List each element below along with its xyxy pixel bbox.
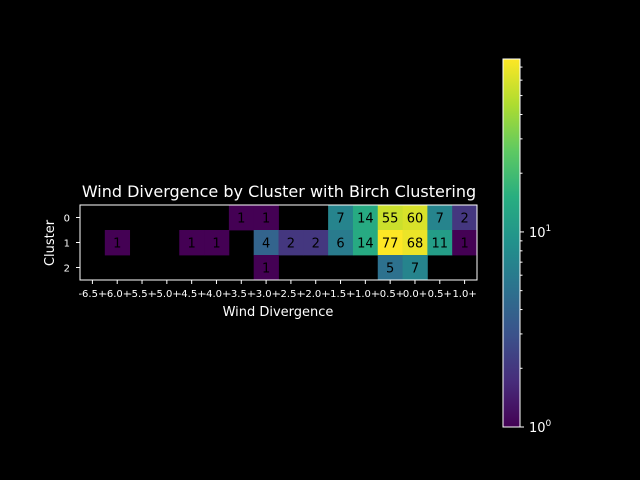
heatmap-cell — [204, 230, 230, 256]
cell-value-label: 68 — [407, 237, 424, 252]
cell-value-label: 2 — [312, 237, 320, 252]
x-axis-label: Wind Divergence — [223, 305, 334, 320]
heatmap-cell — [179, 230, 205, 256]
heatmap-cell — [452, 230, 478, 256]
x-tick-label: -4.0+ — [203, 289, 231, 300]
x-tick-label: -1.0+ — [351, 289, 379, 300]
cell-value-label: 60 — [407, 212, 424, 227]
heatmap-cell — [427, 230, 453, 256]
heatmap-cell — [402, 255, 428, 281]
cell-value-label: 7 — [436, 212, 444, 227]
heatmap-cell — [452, 205, 478, 231]
colorbar-ticks: 100 101 — [520, 66, 552, 436]
cell-value-label: 4 — [262, 237, 270, 252]
heatmap-cell — [328, 205, 354, 231]
y-axis-label: Cluster — [43, 219, 58, 266]
chart-title: Wind Divergence by Cluster with Birch Cl… — [82, 182, 476, 201]
x-tick-label: -4.5+ — [178, 289, 206, 300]
cell-value-label: 11 — [432, 237, 449, 252]
heatmap-cell — [278, 230, 304, 256]
heatmap-cell — [352, 205, 379, 231]
cell-value-label: 14 — [357, 212, 374, 227]
cell-value-label: 55 — [382, 212, 399, 227]
x-axis-ticks: -6.5+-6.0+-5.5+-5.0+-4.5+-4.0+-3.5+-3.0+… — [78, 280, 477, 300]
cell-value-label: 1 — [237, 212, 245, 227]
x-tick-label: 0.0+ — [403, 289, 427, 300]
x-tick-label: 1.0+ — [452, 289, 476, 300]
heatmap-cell — [253, 255, 279, 281]
x-tick-label: -0.5+ — [376, 289, 404, 300]
heatmap-cell — [303, 230, 329, 256]
y-tick-label: 0 — [64, 214, 70, 225]
x-tick-label: -2.0+ — [302, 289, 330, 300]
cell-value-label: 6 — [336, 237, 344, 252]
heatmap-cell — [328, 230, 354, 256]
colorbar-tick-label: 101 — [529, 224, 551, 241]
heatmap-cell — [377, 205, 403, 231]
x-tick-label: -3.0+ — [252, 289, 280, 300]
heatmap-cell — [402, 205, 428, 231]
cell-value-label: 1 — [212, 237, 220, 252]
cell-value-label: 1 — [262, 212, 270, 227]
x-tick-label: 0.5+ — [428, 289, 452, 300]
heatmap-cell — [352, 230, 379, 256]
x-tick-label: -3.5+ — [227, 289, 255, 300]
cell-value-label: 1 — [460, 237, 468, 252]
heatmap-cell — [228, 205, 255, 231]
heatmap-cell — [253, 230, 279, 256]
cell-value-label: 7 — [336, 212, 344, 227]
cell-value-label: 1 — [113, 237, 121, 252]
x-tick-label: -2.5+ — [277, 289, 305, 300]
x-tick-label: -5.0+ — [153, 289, 181, 300]
heatmap-cells: 1 1 7 14 55 60 7 21 1 1 4 2 2 6 14 77 68 11 11 5 7 — [104, 205, 478, 281]
cell-value-label: 2 — [460, 212, 468, 227]
cell-value-label: 2 — [287, 237, 295, 252]
cell-value-label: 7 — [411, 262, 419, 277]
x-tick-label: -6.5+ — [78, 289, 106, 300]
cell-value-label: 5 — [386, 262, 394, 277]
heatmap-cell — [253, 205, 279, 231]
y-axis-ticks: 0 1 2 — [64, 214, 80, 275]
heatmap-cell — [427, 205, 453, 231]
heatmap-cell — [402, 230, 428, 256]
cell-value-label: 14 — [357, 237, 374, 252]
heatmap-cell — [377, 255, 403, 281]
colorbar-tick-label: 100 — [529, 419, 552, 436]
x-tick-label: -1.5+ — [327, 289, 355, 300]
y-tick-label: 2 — [64, 264, 70, 275]
colorbar — [502, 58, 521, 428]
x-tick-label: -5.5+ — [128, 289, 156, 300]
y-tick-label: 1 — [64, 239, 70, 250]
heatmap-cell — [377, 230, 403, 256]
cell-value-label: 1 — [188, 237, 196, 252]
cell-value-label: 77 — [382, 237, 399, 252]
cell-value-label: 1 — [262, 262, 270, 277]
x-tick-label: -6.0+ — [103, 289, 131, 300]
heatmap-cell — [104, 230, 131, 256]
